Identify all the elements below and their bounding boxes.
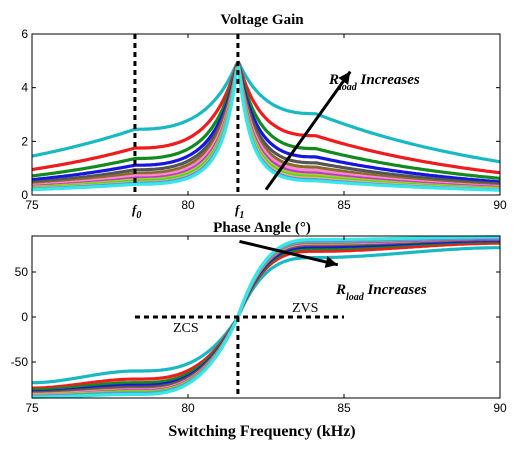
zvs-label: ZVS: [292, 301, 318, 316]
phase-y-tick-label: -50: [11, 355, 29, 369]
gain-series-line-1: [31, 60, 501, 164]
phase-angle-title: Phase Angle (°): [213, 220, 311, 236]
gain-arrow-head: [338, 71, 351, 85]
gain-series-line-3: [31, 61, 501, 180]
gain-y-tick-label: 6: [21, 27, 28, 41]
phase-trend-arrow: [239, 239, 339, 267]
phase-angle-panel: Phase Angle (°) 75 80 85 90 -50 0 50 ZCS ZVS R…: [11, 220, 507, 440]
x-axis-label: Switching Frequency (kHz): [168, 423, 355, 440]
voltage-gain-annotation: Rload Increases: [328, 72, 420, 93]
voltage-gain-panel: Voltage Gain 75 80 85 90 0 2 4 6 f0 f1 Rload In…: [21, 12, 507, 221]
phase-x-tick-label: 85: [337, 401, 351, 415]
gain-series-line-7: [31, 63, 501, 189]
phase-arrow-head: [324, 256, 338, 268]
f0-label: f0: [132, 202, 141, 221]
phase-y-tick-label: 50: [15, 265, 29, 279]
gain-y-tick-label: 2: [21, 134, 28, 148]
f1-label: f1: [235, 202, 244, 221]
gain-series-line-6: [31, 63, 501, 188]
phase-x-tick-label: 90: [493, 401, 507, 415]
gain-x-tick-label: 75: [25, 198, 39, 212]
gain-y-tick-label: 4: [21, 81, 28, 95]
gain-x-tick-label: 90: [493, 198, 507, 212]
gain-series-line-5: [31, 62, 501, 186]
gain-series-line-13: [32, 64, 501, 192]
gain-x-tick-label: 80: [181, 198, 195, 212]
gain-series-line-4: [31, 62, 501, 184]
zcs-label: ZCS: [173, 321, 199, 336]
phase-series-line-13: [32, 235, 500, 399]
phase-x-tick-label: 80: [181, 401, 195, 415]
gain-x-tick-label: 85: [337, 198, 351, 212]
phase-x-tick-label: 75: [25, 401, 39, 415]
gain-series-line-2: [31, 61, 501, 175]
gain-y-tick-label: 0: [21, 188, 28, 202]
voltage-gain-plot-frame: [31, 33, 501, 196]
phase-y-tick-label: 0: [21, 310, 28, 324]
phase-angle-annotation: Rload Increases: [335, 282, 427, 303]
gain-trend-arrow: [264, 70, 352, 191]
voltage-gain-title: Voltage Gain: [220, 12, 304, 28]
phase-series-line-1: [32, 246, 500, 385]
